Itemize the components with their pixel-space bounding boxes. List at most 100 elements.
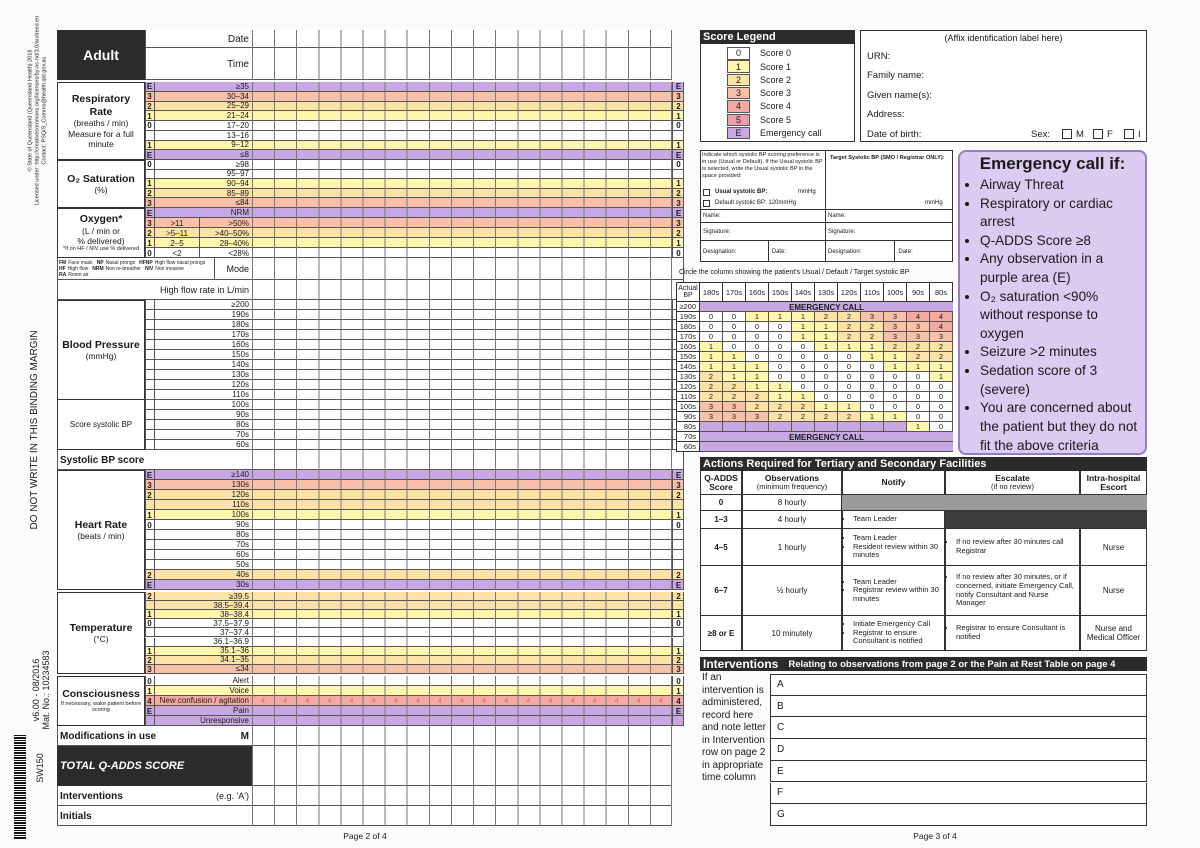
row-range: 130s bbox=[231, 370, 249, 379]
row-range: 34.1–35 bbox=[220, 655, 249, 665]
bp-cell: 0 bbox=[838, 352, 861, 362]
row-range: >11 bbox=[155, 218, 200, 228]
grid-columns bbox=[252, 280, 672, 300]
bp-cell: 3 bbox=[907, 332, 930, 342]
row-range: >40–50% bbox=[214, 228, 249, 238]
interventions-hint: (e.g. 'A') bbox=[216, 791, 249, 801]
bp-col-header: 80s bbox=[930, 282, 953, 302]
row-score: 2 bbox=[145, 188, 155, 199]
row-score bbox=[672, 637, 684, 647]
row-score bbox=[672, 360, 684, 370]
binding-note: DO NOT WRITE IN THIS BINDING MARGIN bbox=[28, 330, 40, 530]
form-code: SW150 bbox=[35, 753, 45, 783]
bp-cell: 2 bbox=[792, 402, 815, 412]
row-score bbox=[145, 716, 155, 726]
intervention-row: E bbox=[770, 760, 1147, 783]
row-score bbox=[145, 550, 155, 560]
id-note: (Affix identification label here) bbox=[944, 33, 1063, 43]
bp-cell: 0 bbox=[746, 342, 769, 352]
grid-columns bbox=[252, 676, 672, 726]
bp-col-header: 110s bbox=[861, 282, 884, 302]
row-score bbox=[672, 550, 684, 560]
bp-cell: 0 bbox=[700, 322, 723, 332]
action-escalate: If no review after 30 minutes, or if con… bbox=[945, 566, 1080, 616]
bp-cell: 0 bbox=[930, 422, 953, 432]
row-score: 3 bbox=[145, 218, 155, 228]
bp-cell: 0 bbox=[838, 372, 861, 382]
row-range: 180s bbox=[231, 320, 249, 329]
bp-cell: 0 bbox=[792, 372, 815, 382]
bp-cell: 1 bbox=[700, 342, 723, 352]
bp-row-label: ≥200 bbox=[676, 302, 700, 312]
row-score: 0 bbox=[145, 248, 155, 258]
row-score: 2 bbox=[145, 228, 155, 238]
row-range: 170s bbox=[231, 330, 249, 339]
bp-cell: 1 bbox=[838, 342, 861, 352]
mode-label: Mode bbox=[226, 264, 249, 274]
row-score: 1 bbox=[672, 510, 684, 520]
target-bp: Target Systolic BP (SMO / Registrar ONLY… bbox=[830, 155, 945, 161]
row-range: 28–40% bbox=[219, 238, 249, 248]
bp-table-header: Actual BP bbox=[676, 282, 700, 302]
emergency-item: Seizure >2 minutes bbox=[980, 343, 1141, 362]
row-score bbox=[145, 410, 155, 420]
section-title: Consciousness bbox=[62, 688, 140, 701]
row-score: 0 bbox=[672, 520, 684, 530]
intervention-row: C bbox=[770, 717, 1147, 740]
target-unit: mmHg bbox=[925, 200, 943, 206]
escalate-item: Registrar to ensure Consultant is notifi… bbox=[956, 623, 1079, 641]
row-score: 3 bbox=[672, 91, 684, 102]
escalate-item: If no review after 30 minutes, or if con… bbox=[956, 572, 1079, 608]
row-range: ≤34 bbox=[235, 664, 249, 674]
id-field: Family name: bbox=[867, 70, 925, 81]
row-range: 110s bbox=[232, 390, 249, 399]
row-range: 90s bbox=[236, 520, 249, 529]
row-score bbox=[672, 530, 684, 540]
row-range: 30–34 bbox=[226, 91, 249, 101]
bp-cell: 1 bbox=[815, 322, 838, 332]
section-note: If necessary, wake patient before scorin… bbox=[60, 700, 142, 714]
bp-cell: 3 bbox=[723, 412, 746, 422]
row-score: E bbox=[145, 208, 155, 218]
row-range: ≤84 bbox=[235, 198, 249, 208]
row-score bbox=[672, 310, 684, 320]
row-range: ≥200 bbox=[231, 300, 249, 309]
row-score: 2 bbox=[145, 101, 155, 112]
row-score bbox=[145, 390, 155, 400]
row-score: E bbox=[672, 150, 684, 160]
modifications-code: M bbox=[240, 730, 249, 742]
row-range: 110s bbox=[232, 500, 249, 509]
row-range: 100s bbox=[231, 400, 249, 409]
bp-cell: 1 bbox=[792, 332, 815, 342]
bp-cell: 0 bbox=[792, 352, 815, 362]
bp-cell: 0 bbox=[769, 362, 792, 372]
mode-code: FM bbox=[59, 260, 67, 266]
action-escort: Nurse and Medical Officer bbox=[1080, 616, 1147, 651]
bp-cell: 4 bbox=[930, 322, 953, 332]
mode-name: Non re-breather bbox=[105, 266, 141, 272]
notify-list: Team LeaderRegistrar review within 30 mi… bbox=[843, 577, 944, 604]
mode-name: Nasal prongs bbox=[105, 260, 136, 266]
row-score: 1 bbox=[672, 140, 684, 151]
bp-cell: 2 bbox=[861, 332, 884, 342]
row-score bbox=[145, 560, 155, 570]
section-note: (mmHg) bbox=[85, 351, 117, 362]
row-range: ≥39.5 bbox=[229, 591, 249, 601]
action-escalate: Registrar to ensure Consultant is notifi… bbox=[945, 616, 1080, 651]
bp-cell: 1 bbox=[746, 382, 769, 392]
row-score bbox=[672, 440, 684, 450]
row-score: 3 bbox=[145, 91, 155, 102]
legend-label: Score 3 bbox=[760, 88, 792, 99]
row-range: 70s bbox=[236, 430, 249, 439]
action-frequency: 10 minutely bbox=[742, 616, 842, 651]
sex-option: F bbox=[1107, 128, 1113, 140]
row-score bbox=[672, 628, 684, 638]
bp-cell: 2 bbox=[746, 402, 769, 412]
mode-code: HF bbox=[59, 266, 66, 272]
row-range: 85–89 bbox=[226, 188, 249, 198]
action-escort: Nurse bbox=[1080, 566, 1147, 616]
legend-swatch: 1 bbox=[727, 60, 750, 73]
row-score: E bbox=[145, 580, 155, 590]
row-score: 0 bbox=[672, 248, 684, 258]
